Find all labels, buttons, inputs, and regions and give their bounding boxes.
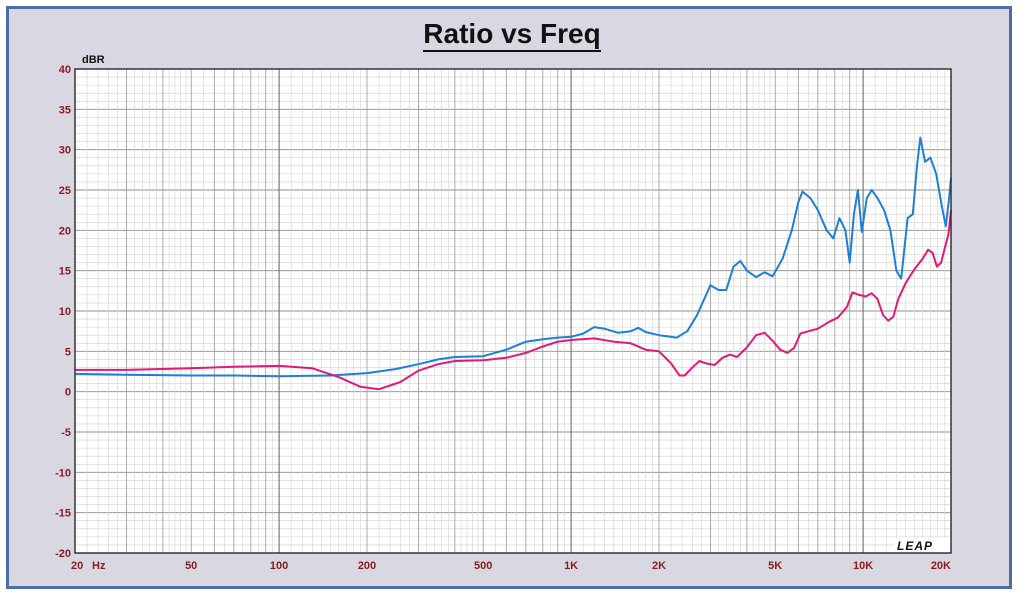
grid	[74, 68, 952, 554]
x-tick-labels: 20 50 100 200 500 1K 2K 5K 10K 20K	[71, 560, 951, 572]
x-tick-label: 500	[474, 560, 492, 572]
y-tick-label: -5	[61, 427, 71, 439]
y-tick-label: 25	[59, 185, 71, 197]
x-tick-label: 20	[71, 560, 83, 572]
y-tick-labels: 40 35 30 25 20 15 10 5 0 -5 -10 -15 -20	[55, 64, 71, 560]
y-tick-label: 40	[59, 64, 71, 76]
y-tick-label: 0	[65, 387, 71, 399]
y-axis-label: dBR	[82, 54, 105, 66]
series-line-2	[75, 210, 952, 391]
y-tick-label: -15	[55, 508, 71, 520]
x-axis-unit: Hz	[92, 560, 106, 572]
y-tick-label: 35	[59, 104, 71, 116]
x-tick-label: 5K	[768, 560, 782, 572]
x-tick-label: 200	[358, 560, 376, 572]
y-tick-label: 15	[59, 266, 71, 278]
series-line-1	[74, 136, 952, 378]
leap-watermark: LEAP	[897, 539, 933, 553]
x-tick-label: 10K	[853, 560, 873, 572]
chart-title: Ratio vs Freq	[423, 18, 601, 52]
plot-border	[74, 68, 952, 554]
y-tick-label: 10	[59, 306, 71, 318]
chart-title-wrap: Ratio vs Freq	[0, 18, 1024, 52]
y-tick-label: -10	[55, 467, 71, 479]
y-tick-label: 5	[65, 346, 71, 358]
watermark-bg	[894, 538, 950, 552]
y-tick-label: -20	[55, 548, 71, 560]
x-tick-label: 1K	[564, 560, 578, 572]
y-tick-label: 20	[59, 225, 71, 237]
series-layer	[74, 136, 952, 391]
x-tick-label: 20K	[931, 560, 951, 572]
y-tick-label: 30	[59, 145, 71, 157]
x-tick-label: 50	[185, 560, 197, 572]
x-tick-label: 2K	[652, 560, 666, 572]
x-tick-label: 100	[270, 560, 288, 572]
